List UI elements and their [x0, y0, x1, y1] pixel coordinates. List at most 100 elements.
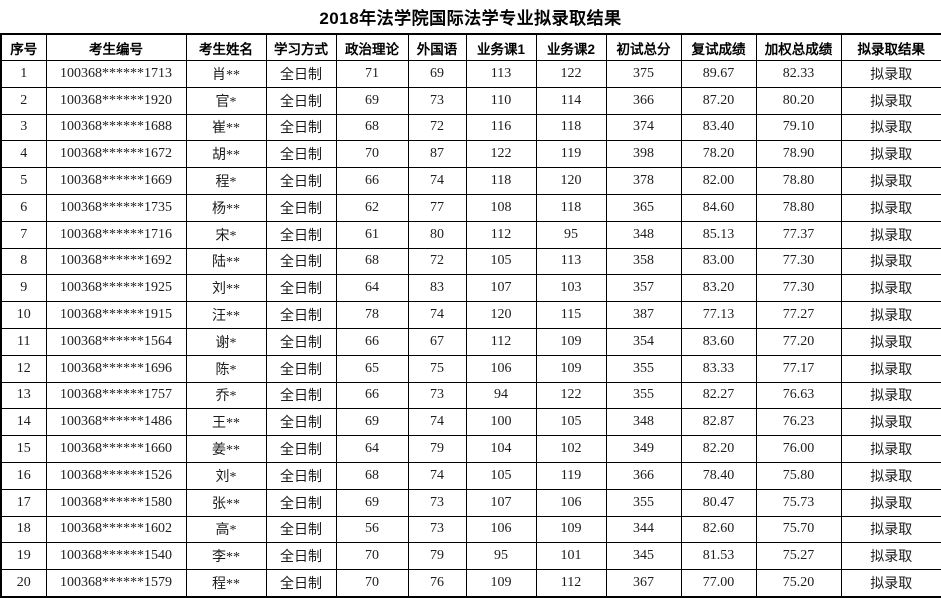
column-header-initial-total: 初试总分 [605, 33, 682, 61]
cell-subject1: 106 [465, 354, 537, 383]
cell-index: 20 [0, 569, 47, 598]
cell-candidate-id: 100368******1713 [45, 60, 187, 88]
cell-admission-result: 拟录取 [840, 140, 941, 169]
cell-political-theory: 70 [335, 542, 409, 571]
cell-initial-total: 366 [605, 86, 682, 115]
cell-subject2: 118 [535, 193, 607, 222]
cell-study-mode: 全日制 [265, 301, 337, 329]
cell-subject1: 104 [465, 435, 537, 463]
cell-subject1: 112 [465, 327, 537, 356]
cell-initial-total: 344 [605, 515, 682, 544]
cell-candidate-id: 100368******1920 [45, 86, 187, 115]
table-row: 12 100368******1696 陈* 全日制 65 75 106 109 355 83.3… [0, 354, 941, 383]
table-row: 15 100368******1660 姜** 全日制 64 79 104 102 349 82.… [0, 435, 941, 463]
cell-admission-result: 拟录取 [840, 193, 941, 222]
cell-subject2: 119 [535, 140, 607, 169]
cell-weighted-total: 75.20 [755, 569, 842, 598]
cell-political-theory: 56 [335, 515, 409, 544]
cell-initial-total: 348 [605, 408, 682, 437]
cell-retest-score: 83.00 [680, 247, 757, 276]
cell-subject1: 113 [465, 60, 537, 88]
column-header-admission-result: 拟录取结果 [840, 33, 941, 61]
table-row: 17 100368******1580 张** 全日制 69 73 107 106 355 80.… [0, 488, 941, 517]
cell-index: 3 [0, 113, 47, 142]
column-header-weighted-total: 加权总成绩 [755, 33, 842, 61]
cell-initial-total: 366 [605, 461, 682, 490]
cell-subject2: 95 [535, 220, 607, 249]
cell-retest-score: 87.20 [680, 86, 757, 115]
cell-initial-total: 378 [605, 167, 682, 195]
cell-retest-score: 78.20 [680, 140, 757, 169]
table-row: 20 100368******1579 程** 全日制 70 76 109 112 367 77.… [0, 569, 941, 598]
table-row: 13 100368******1757 乔* 全日制 66 73 94 122 355 82.27… [0, 381, 941, 410]
cell-initial-total: 387 [605, 301, 682, 329]
cell-candidate-name: 刘** [185, 274, 267, 303]
cell-initial-total: 355 [605, 354, 682, 383]
cell-weighted-total: 77.30 [755, 274, 842, 303]
cell-weighted-total: 75.80 [755, 461, 842, 490]
cell-index: 15 [0, 435, 47, 463]
table-header-row: 序号 考生编号 考生姓名 学习方式 政治理论 外国语 业务课1 业务课2 初试总分 复试成绩 加权总… [0, 33, 941, 61]
cell-initial-total: 355 [605, 381, 682, 410]
table-row: 6 100368******1735 杨** 全日制 62 77 108 118 365 84.6… [0, 193, 941, 222]
cell-foreign-language: 73 [407, 515, 467, 544]
cell-foreign-language: 73 [407, 381, 467, 410]
cell-candidate-name: 胡** [185, 140, 267, 169]
cell-candidate-id: 100368******1688 [45, 113, 187, 142]
cell-political-theory: 69 [335, 488, 409, 517]
cell-retest-score: 82.60 [680, 515, 757, 544]
cell-initial-total: 348 [605, 220, 682, 249]
cell-candidate-name: 陈* [185, 354, 267, 383]
cell-study-mode: 全日制 [265, 542, 337, 571]
cell-political-theory: 62 [335, 193, 409, 222]
cell-study-mode: 全日制 [265, 569, 337, 598]
cell-subject2: 118 [535, 113, 607, 142]
cell-admission-result: 拟录取 [840, 408, 941, 437]
cell-subject1: 100 [465, 408, 537, 437]
cell-initial-total: 358 [605, 247, 682, 276]
cell-initial-total: 398 [605, 140, 682, 169]
cell-subject2: 102 [535, 435, 607, 463]
cell-political-theory: 70 [335, 569, 409, 598]
cell-admission-result: 拟录取 [840, 86, 941, 115]
cell-foreign-language: 75 [407, 354, 467, 383]
cell-retest-score: 82.27 [680, 381, 757, 410]
cell-study-mode: 全日制 [265, 515, 337, 544]
cell-admission-result: 拟录取 [840, 113, 941, 142]
cell-study-mode: 全日制 [265, 140, 337, 169]
cell-political-theory: 71 [335, 60, 409, 88]
cell-weighted-total: 76.23 [755, 408, 842, 437]
cell-retest-score: 83.20 [680, 274, 757, 303]
cell-admission-result: 拟录取 [840, 247, 941, 276]
cell-subject1: 95 [465, 542, 537, 571]
cell-candidate-name: 谢* [185, 327, 267, 356]
cell-candidate-id: 100368******1564 [45, 327, 187, 356]
table-row: 2 100368******1920 官* 全日制 69 73 110 114 366 87.20… [0, 86, 941, 115]
cell-candidate-id: 100368******1540 [45, 542, 187, 571]
column-header-political-theory: 政治理论 [335, 33, 409, 61]
cell-weighted-total: 77.20 [755, 327, 842, 356]
cell-subject1: 122 [465, 140, 537, 169]
cell-candidate-id: 100368******1696 [45, 354, 187, 383]
cell-political-theory: 66 [335, 327, 409, 356]
column-header-foreign-language: 外国语 [407, 33, 467, 61]
cell-retest-score: 80.47 [680, 488, 757, 517]
cell-political-theory: 68 [335, 461, 409, 490]
cell-initial-total: 375 [605, 60, 682, 88]
cell-initial-total: 357 [605, 274, 682, 303]
cell-subject2: 114 [535, 86, 607, 115]
cell-political-theory: 68 [335, 247, 409, 276]
cell-subject1: 105 [465, 461, 537, 490]
cell-foreign-language: 79 [407, 542, 467, 571]
cell-index: 17 [0, 488, 47, 517]
cell-study-mode: 全日制 [265, 167, 337, 195]
cell-candidate-name: 乔* [185, 381, 267, 410]
cell-index: 1 [0, 60, 47, 88]
cell-index: 10 [0, 301, 47, 329]
cell-admission-result: 拟录取 [840, 220, 941, 249]
cell-admission-result: 拟录取 [840, 274, 941, 303]
cell-admission-result: 拟录取 [840, 542, 941, 571]
cell-subject1: 107 [465, 274, 537, 303]
cell-political-theory: 69 [335, 408, 409, 437]
